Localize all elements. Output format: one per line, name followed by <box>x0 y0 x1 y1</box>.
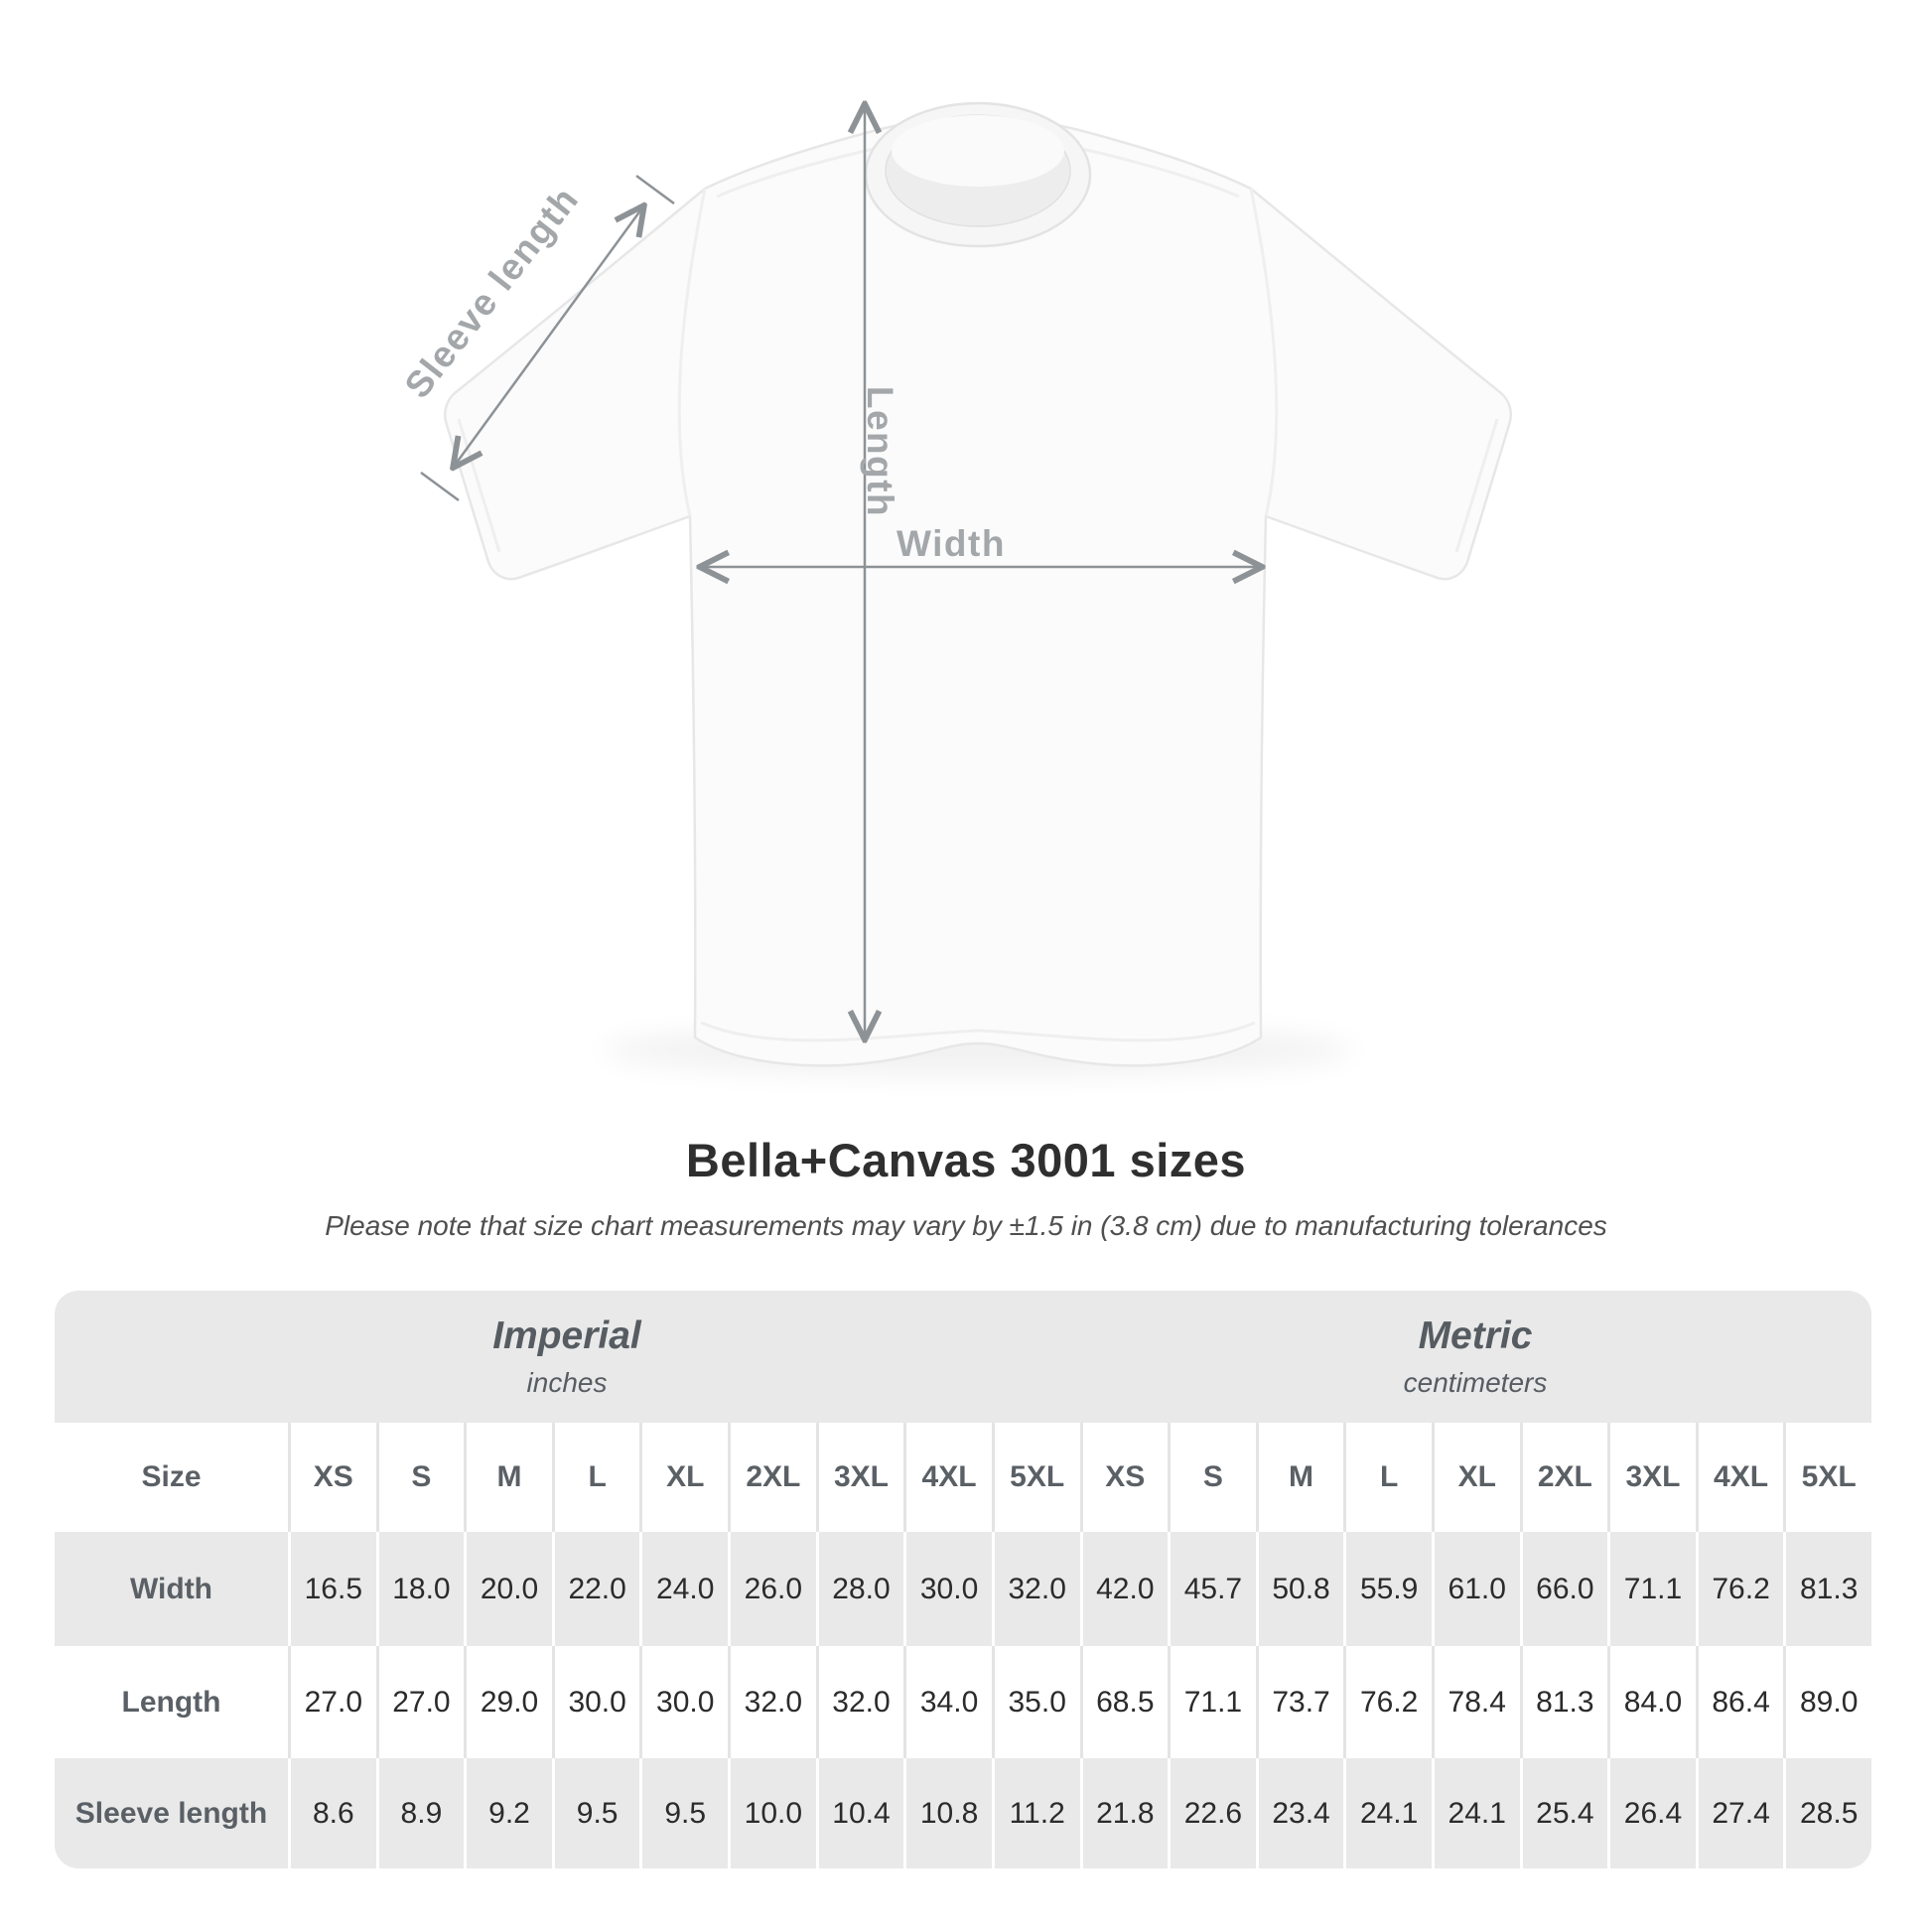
imperial-measurement-cell: 24.0 <box>639 1532 729 1646</box>
imperial-measurement-cell: 32.0 <box>991 1532 1080 1646</box>
size-column-header: 2XL <box>1519 1423 1608 1532</box>
metric-measurement-cell: 61.0 <box>1431 1532 1520 1646</box>
imperial-measurement-cell: 8.9 <box>375 1758 465 1868</box>
imperial-measurement-cell: 30.0 <box>639 1646 729 1758</box>
imperial-measurement-cell: 30.0 <box>551 1646 640 1758</box>
size-column-header: XS <box>288 1423 376 1532</box>
metric-measurement-cell: 71.1 <box>1168 1646 1256 1758</box>
metric-measurement-cell: 84.0 <box>1607 1646 1696 1758</box>
metric-measurement-cell: 26.4 <box>1607 1758 1696 1868</box>
size-column-header: 2XL <box>728 1423 816 1532</box>
size-column-header: M <box>1255 1423 1344 1532</box>
size-column-header: XL <box>1431 1423 1520 1532</box>
metric-measurement-cell: 24.1 <box>1431 1758 1520 1868</box>
imperial-measurement-cell: 27.0 <box>375 1646 465 1758</box>
sleeve-arrow-end-cap <box>635 174 675 206</box>
size-column-header: XL <box>639 1423 729 1532</box>
imperial-measurement-cell: 29.0 <box>464 1646 552 1758</box>
measurement-arrows <box>420 105 1261 1038</box>
sleeve-length-arrow <box>454 207 643 467</box>
size-column-header: 5XL <box>991 1423 1080 1532</box>
tshirt-measurement-diagram: Sleeve length Length Width <box>397 0 1512 1076</box>
size-column-header: 3XL <box>815 1423 904 1532</box>
imperial-measurement-cell: 11.2 <box>991 1758 1080 1868</box>
metric-measurement-cell: 23.4 <box>1255 1758 1344 1868</box>
inner-back-collar <box>892 115 1064 187</box>
imperial-measurement-cell: 30.0 <box>903 1532 992 1646</box>
metric-measurement-cell: 55.9 <box>1343 1532 1432 1646</box>
metric-measurement-cell: 45.7 <box>1168 1532 1256 1646</box>
row-label: Width <box>55 1532 288 1646</box>
imperial-measurement-cell: 9.5 <box>639 1758 729 1868</box>
imperial-measurement-cell: 32.0 <box>728 1646 816 1758</box>
page-title: Bella+Canvas 3001 sizes <box>685 1134 1247 1186</box>
size-column-header: S <box>375 1423 465 1532</box>
imperial-measurement-cell: 10.8 <box>903 1758 992 1868</box>
metric-measurement-cell: 89.0 <box>1783 1646 1871 1758</box>
size-column-header: L <box>1343 1423 1432 1532</box>
metric-measurement-cell: 81.3 <box>1519 1646 1608 1758</box>
metric-measurement-cell: 78.4 <box>1431 1646 1520 1758</box>
metric-measurement-cell: 66.0 <box>1519 1532 1608 1646</box>
imperial-header: Imperial inches <box>55 1291 1079 1423</box>
metric-measurement-cell: 71.1 <box>1607 1532 1696 1646</box>
unit-header-row: Imperial inches Metric centimeters <box>55 1291 1871 1423</box>
metric-measurement-cell: 76.2 <box>1343 1646 1432 1758</box>
metric-measurement-cell: 42.0 <box>1079 1532 1169 1646</box>
metric-measurement-cell: 68.5 <box>1079 1646 1169 1758</box>
size-grid: Size XS S M L XL 2XL 3XL 4XL 5XL XS S M L XL 2XL 3XL 4XL 5… <box>55 1423 1871 1868</box>
imperial-measurement-cell: 27.0 <box>288 1646 376 1758</box>
metric-header: Metric centimeters <box>1079 1291 1871 1423</box>
imperial-measurement-cell: 35.0 <box>991 1646 1080 1758</box>
imperial-measurement-cell: 20.0 <box>464 1532 552 1646</box>
row-label: Sleeve length <box>55 1758 288 1868</box>
imperial-measurement-cell: 16.5 <box>288 1532 376 1646</box>
metric-unit: centimeters <box>1403 1367 1548 1398</box>
size-column-header: L <box>551 1423 640 1532</box>
metric-title: Metric <box>1418 1314 1533 1357</box>
imperial-measurement-cell: 34.0 <box>903 1646 992 1758</box>
imperial-measurement-cell: 9.5 <box>551 1758 640 1868</box>
size-table: Imperial inches Metric centimeters Size X… <box>55 1291 1871 1868</box>
metric-measurement-cell: 28.5 <box>1783 1758 1871 1868</box>
size-column-header: XS <box>1079 1423 1169 1532</box>
metric-measurement-cell: 73.7 <box>1255 1646 1344 1758</box>
size-column-header: 4XL <box>903 1423 992 1532</box>
imperial-measurement-cell: 10.4 <box>815 1758 904 1868</box>
metric-measurement-cell: 27.4 <box>1695 1758 1784 1868</box>
length-label: Length <box>860 386 900 517</box>
imperial-unit: inches <box>526 1367 608 1398</box>
imperial-measurement-cell: 9.2 <box>464 1758 552 1868</box>
size-column-header: M <box>464 1423 552 1532</box>
tolerance-note: Please note that size chart measurements… <box>325 1210 1607 1241</box>
metric-measurement-cell: 24.1 <box>1343 1758 1432 1868</box>
size-column-header: S <box>1168 1423 1256 1532</box>
sleeve-arrow-start-cap <box>420 471 460 502</box>
imperial-measurement-cell: 10.0 <box>728 1758 816 1868</box>
imperial-measurement-cell: 26.0 <box>728 1532 816 1646</box>
size-corner-header: Size <box>55 1423 288 1532</box>
imperial-measurement-cell: 18.0 <box>375 1532 465 1646</box>
imperial-title: Imperial <box>492 1314 641 1357</box>
shirt-seams <box>457 147 1499 1042</box>
row-label: Length <box>55 1646 288 1758</box>
metric-measurement-cell: 25.4 <box>1519 1758 1608 1868</box>
metric-measurement-cell: 22.6 <box>1168 1758 1256 1868</box>
size-column-header: 3XL <box>1607 1423 1696 1532</box>
width-label: Width <box>897 523 1006 564</box>
metric-measurement-cell: 81.3 <box>1783 1532 1871 1646</box>
imperial-measurement-cell: 8.6 <box>288 1758 376 1868</box>
imperial-measurement-cell: 22.0 <box>551 1532 640 1646</box>
imperial-measurement-cell: 28.0 <box>815 1532 904 1646</box>
metric-measurement-cell: 86.4 <box>1695 1646 1784 1758</box>
metric-measurement-cell: 76.2 <box>1695 1532 1784 1646</box>
imperial-measurement-cell: 32.0 <box>815 1646 904 1758</box>
metric-measurement-cell: 21.8 <box>1079 1758 1169 1868</box>
metric-measurement-cell: 50.8 <box>1255 1532 1344 1646</box>
tshirt-body <box>444 115 1512 1067</box>
size-column-header: 4XL <box>1695 1423 1784 1532</box>
size-column-header: 5XL <box>1783 1423 1871 1532</box>
